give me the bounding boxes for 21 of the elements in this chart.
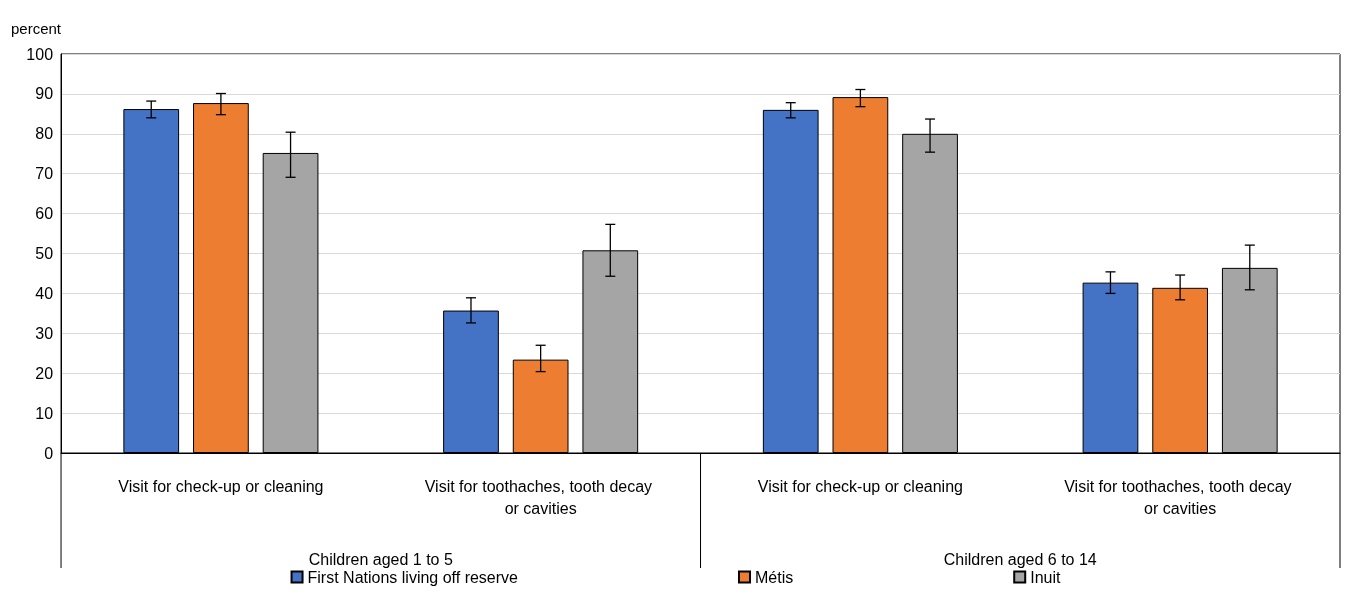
x-tick-label: Visit for toothaches, tooth decay or cavities <box>1064 477 1297 517</box>
legend-label: Métis <box>754 568 794 586</box>
y-tick-label: 40 <box>35 284 54 302</box>
y-tick-label: 100 <box>26 45 54 63</box>
x-tick-label: Visit for check-up or cleaning <box>118 477 324 495</box>
y-tick-label: 50 <box>35 245 54 262</box>
y-tick-label: 10 <box>35 404 54 422</box>
legend-label: Inuit <box>1030 568 1062 586</box>
legend-label: First Nations living off reserve <box>307 568 519 586</box>
text: Children aged 1 to 5 <box>308 550 453 568</box>
text: Children aged 6 to 14 <box>943 550 1097 568</box>
y-tick-label: 80 <box>35 125 54 143</box>
y-tick-label: 60 <box>35 205 54 223</box>
y-tick-label: 20 <box>35 364 54 382</box>
y-tick-label: 30 <box>35 324 54 342</box>
y-tick-label: 0 <box>44 444 54 462</box>
y-tick-label: 70 <box>35 165 54 183</box>
y-tick-label: 90 <box>35 85 54 103</box>
x-tick-label: Visit for check-up or cleaning <box>757 477 963 495</box>
x-tick-label: Visit for toothaches, tooth decay or cavities <box>424 477 657 517</box>
y-axis-title: percent <box>10 20 62 37</box>
